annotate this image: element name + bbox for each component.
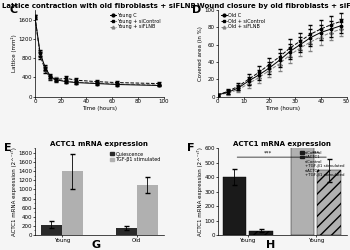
Bar xyxy=(223,177,246,235)
Text: ***: *** xyxy=(264,151,273,156)
Bar xyxy=(62,171,83,235)
Y-axis label: ACTC1 mRNA expression (2^⁻ᶜᵀ): ACTC1 mRNA expression (2^⁻ᶜᵀ) xyxy=(11,147,17,236)
Text: F: F xyxy=(187,143,194,153)
Bar xyxy=(317,170,341,235)
Y-axis label: Covered area (in %): Covered area (in %) xyxy=(198,26,203,81)
Legend: Old C, Old + siControl, Old + siFLNB: Old C, Old + siControl, Old + siFLNB xyxy=(220,12,265,30)
X-axis label: Time (hours): Time (hours) xyxy=(82,106,117,111)
Y-axis label: Lattice (mm²): Lattice (mm²) xyxy=(11,34,17,72)
Title: Lattice contraction with old fibroblasts + siFLNB: Lattice contraction with old fibroblasts… xyxy=(2,3,196,9)
Legend: siControl, siACTC1, siControl
+TGF-β1 stimulated, siACTC1
+TGF-β1 stimulated: siControl, siACTC1, siControl +TGF-β1 st… xyxy=(300,150,344,178)
Title: ACTC1 mRNA expression: ACTC1 mRNA expression xyxy=(233,142,331,148)
Text: G: G xyxy=(91,240,100,250)
Y-axis label: ACTC1 mRNA expression (2^⁻ᶜᵀ): ACTC1 mRNA expression (2^⁻ᶜᵀ) xyxy=(197,147,203,236)
Bar xyxy=(41,224,62,235)
Legend: Quiescence, TGF-β1 stimulated: Quiescence, TGF-β1 stimulated xyxy=(109,151,161,162)
X-axis label: Time (hours): Time (hours) xyxy=(265,106,300,111)
Bar xyxy=(291,0,314,235)
Text: C: C xyxy=(9,5,18,15)
Text: ***: *** xyxy=(312,151,320,156)
Bar xyxy=(116,228,137,235)
Text: H: H xyxy=(266,240,275,250)
Title: Wound closure by old fibroblasts + siFLNB: Wound closure by old fibroblasts + siFLN… xyxy=(197,3,350,9)
Legend: Young C, Young + siControl, Young + siFLNB: Young C, Young + siControl, Young + siFL… xyxy=(110,12,161,30)
Title: ACTC1 mRNA expression: ACTC1 mRNA expression xyxy=(50,142,148,148)
Text: E: E xyxy=(4,143,12,153)
Bar xyxy=(137,185,158,235)
Text: D: D xyxy=(192,5,201,15)
Bar xyxy=(249,231,273,235)
